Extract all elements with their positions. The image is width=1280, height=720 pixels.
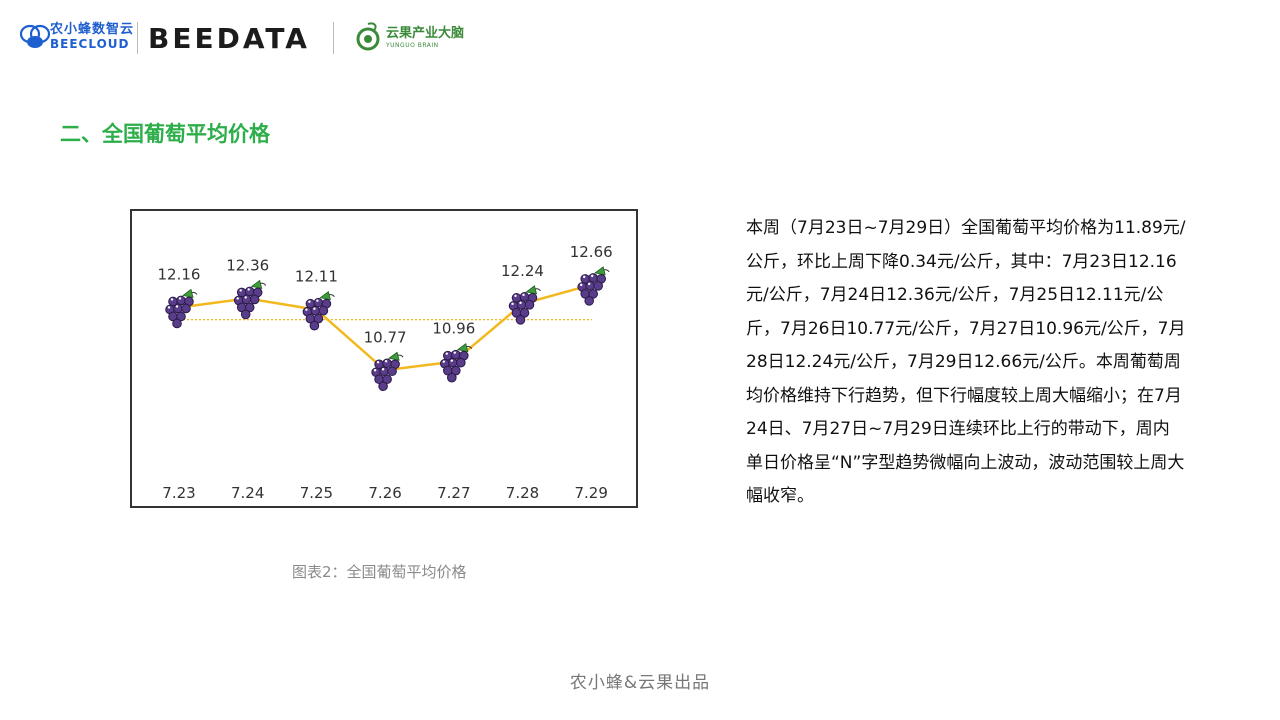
logo-divider: [333, 22, 334, 54]
beedata-logo: BEEDATA: [148, 22, 310, 55]
chart-caption: 图表2：全国葡萄平均价格: [292, 563, 467, 581]
price-chart-svg: 12.16 7.23 12.36 7.24 12.11 7.25 10.77 7.26 10.9…: [158, 243, 613, 502]
x-tick-label: 7.24: [231, 484, 264, 502]
x-tick-label: 7.28: [506, 484, 539, 502]
price-chart: 12.16 7.23 12.36 7.24 12.11 7.25 10.77 7.26 10.9…: [130, 209, 638, 508]
beecloud-cn: 农小蜂数智云: [50, 22, 135, 37]
yunguo-text: 云果产业大脑 YUNGUO BRAIN: [386, 26, 464, 50]
chart-description: 本周（7月23日~7月29日）全国葡萄平均价格为11.89元/公斤，环比上周下降…: [746, 218, 1186, 506]
beecloud-en: BEECLOUD: [50, 37, 130, 51]
grape-icon: [302, 291, 335, 331]
yunguo-logo-icon: [356, 22, 380, 51]
x-tick-label: 7.27: [437, 484, 470, 502]
yunguo-en: YUNGUO BRAIN: [386, 42, 439, 49]
x-tick-label: 7.26: [368, 484, 401, 502]
data-label: 12.11: [295, 268, 338, 286]
grape-icon: [371, 351, 404, 392]
data-label: 12.66: [570, 243, 613, 261]
logo-divider: [137, 22, 138, 54]
grape-icon: [165, 288, 198, 329]
beecloud-logo-icon: [19, 24, 51, 48]
x-tick-label: 7.29: [574, 484, 607, 502]
grape-icon: [508, 285, 541, 325]
data-label: 12.24: [501, 262, 544, 280]
data-label: 12.16: [158, 265, 201, 283]
grape-icon: [440, 343, 473, 383]
data-label: 10.96: [432, 320, 475, 338]
data-label: 10.77: [364, 328, 407, 346]
yunguo-cn: 云果产业大脑: [386, 26, 465, 41]
grape-icon: [577, 266, 610, 306]
data-label: 12.36: [226, 256, 269, 274]
footer-credit: 农小蜂&云果出品: [569, 673, 711, 693]
beecloud-text: 农小蜂数智云 BEECLOUD: [50, 22, 134, 52]
section-title: 二、全国葡萄平均价格: [60, 122, 270, 146]
x-tick-label: 7.25: [300, 484, 333, 502]
header-logos: 农小蜂数智云 BEECLOUD BEEDATA 云果产业大脑 YUNGUO BR…: [0, 0, 1280, 80]
x-tick-label: 7.23: [162, 484, 195, 502]
